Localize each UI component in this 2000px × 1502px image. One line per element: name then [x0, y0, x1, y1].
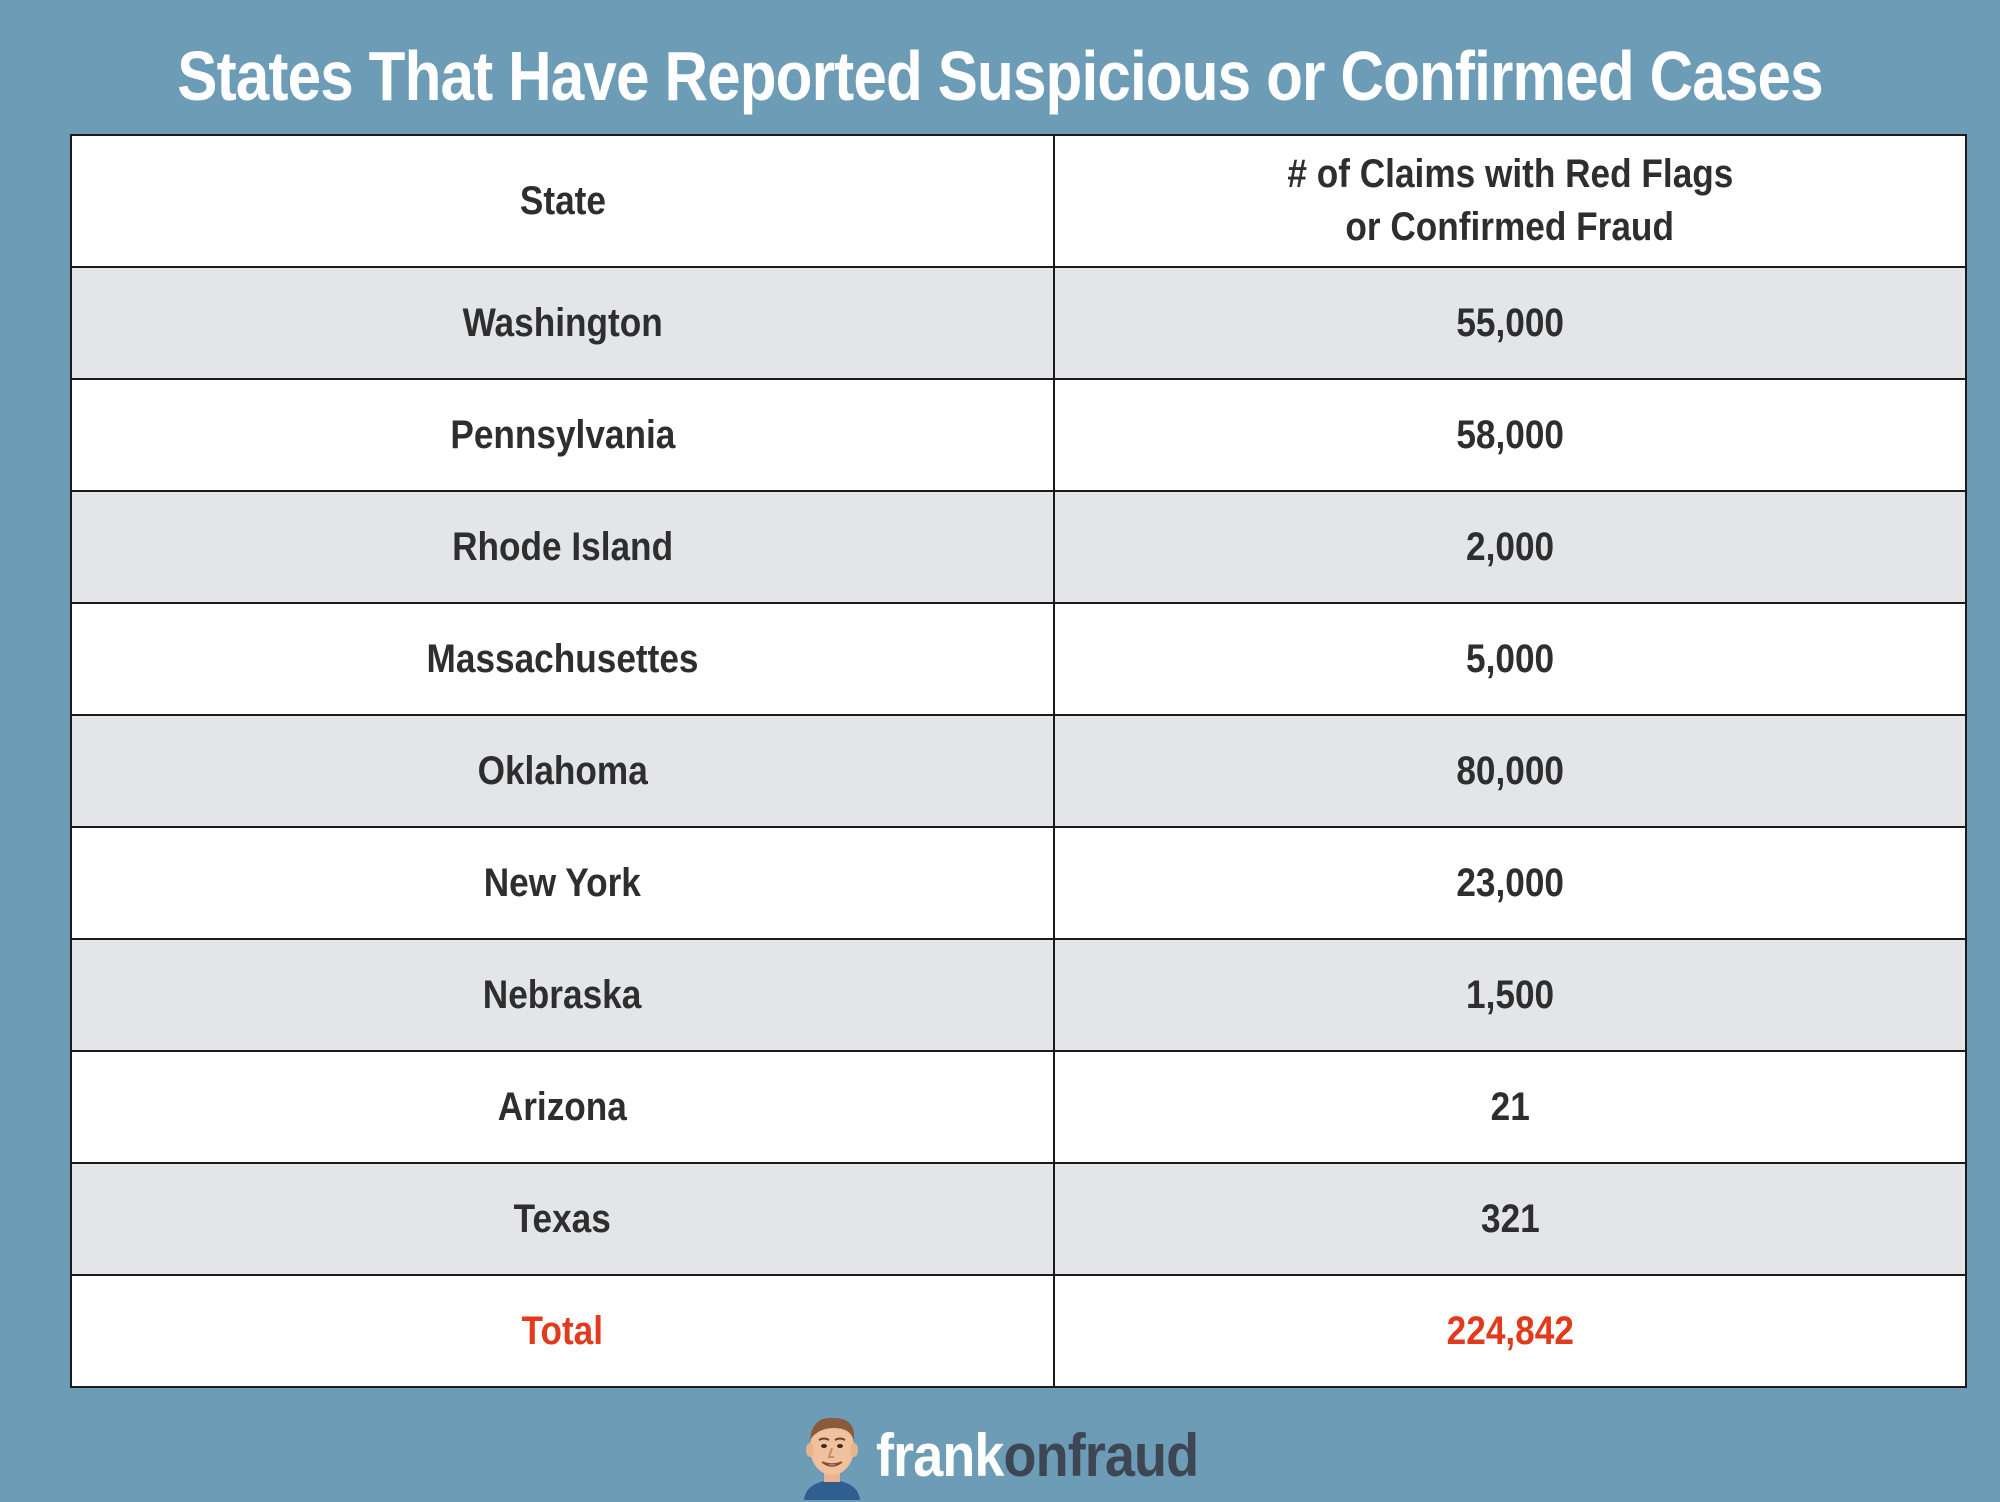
- cell-state: Oklahoma: [70, 714, 1055, 828]
- cell-state: Texas: [70, 1162, 1055, 1276]
- brand-part1: frank: [876, 1421, 1004, 1489]
- brand-part2: onfraud: [1003, 1421, 1200, 1489]
- header-claims-line2: or Confirmed Fraud: [1345, 205, 1675, 249]
- claims-table: State # of Claims with Red Flags or Conf…: [70, 134, 1967, 1388]
- cell-claims: 80,000: [1053, 714, 1967, 828]
- cell-claims: 23,000: [1053, 826, 1967, 940]
- brand-logo: frankonfraud: [798, 1410, 1234, 1500]
- table-row: Pennsylvania 58,000: [70, 378, 1967, 492]
- table-row: Washington 55,000: [70, 266, 1967, 380]
- cell-state: Massachusettes: [70, 602, 1055, 716]
- cell-claims: 55,000: [1053, 266, 1967, 380]
- cell-state: New York: [70, 826, 1055, 940]
- table-body: Washington 55,000 Pennsylvania 58,000 Rhode …: [70, 266, 1967, 1388]
- brand-name: frankonfraud: [876, 1421, 1200, 1490]
- table-header-row: State # of Claims with Red Flags or Conf…: [70, 134, 1967, 268]
- header-claims-line1: # of Claims with Red Flags: [1287, 152, 1733, 196]
- table-row: New York 23,000: [70, 826, 1967, 940]
- cell-claims: 5,000: [1053, 602, 1967, 716]
- table-row: Massachusettes 5,000: [70, 602, 1967, 716]
- cell-claims: 1,500: [1053, 938, 1967, 1052]
- cell-claims: 321: [1053, 1162, 1967, 1276]
- header-state: State: [70, 134, 1055, 268]
- table-row: Rhode Island 2,000: [70, 490, 1967, 604]
- total-value: 224,842: [1053, 1274, 1967, 1388]
- cell-claims: 58,000: [1053, 378, 1967, 492]
- cell-state: Pennsylvania: [70, 378, 1055, 492]
- total-row: Total 224,842: [70, 1274, 1967, 1388]
- table-row: Nebraska 1,500: [70, 938, 1967, 1052]
- mascot-face-icon: [804, 1417, 860, 1500]
- table-row: Arizona 21: [70, 1050, 1967, 1164]
- total-label: Total: [70, 1274, 1055, 1388]
- cell-state: Arizona: [70, 1050, 1055, 1164]
- page-title: States That Have Reported Suspicious or …: [177, 37, 1823, 115]
- cell-state: Washington: [70, 266, 1055, 380]
- cell-claims: 21: [1053, 1050, 1967, 1164]
- cell-claims: 2,000: [1053, 490, 1967, 604]
- header-claims: # of Claims with Red Flags or Confirmed …: [1053, 134, 1967, 268]
- table-row: Texas 321: [70, 1162, 1967, 1276]
- table-row: Oklahoma 80,000: [70, 714, 1967, 828]
- cell-state: Rhode Island: [70, 490, 1055, 604]
- cell-state: Nebraska: [70, 938, 1055, 1052]
